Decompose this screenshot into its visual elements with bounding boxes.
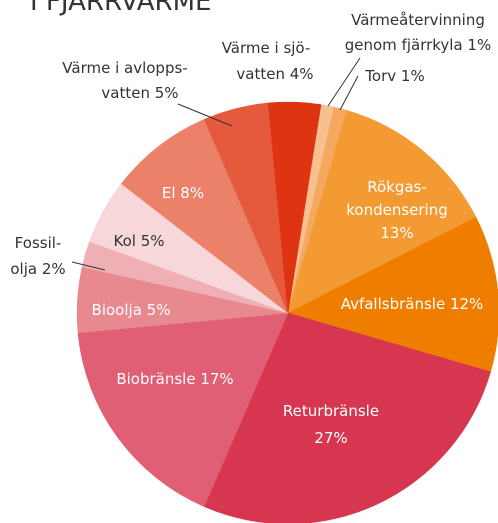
slice-label: 27%	[314, 429, 347, 447]
slice-label: Torv 1%	[364, 67, 424, 85]
pie-slice	[287, 216, 498, 373]
leader-line	[327, 57, 361, 107]
leader-line	[177, 103, 233, 127]
leader-line	[339, 75, 359, 111]
slice-label: Värme i sjö-	[222, 39, 311, 57]
slice-label: Kol 5%	[114, 232, 165, 250]
slice-label: Rökgas-	[367, 178, 427, 196]
slice-label: olja 2%	[10, 260, 65, 278]
chart-title: I FJÄRRVÄRME	[30, 0, 211, 17]
leader-line	[71, 261, 106, 271]
pie-slice	[120, 119, 289, 314]
slices	[76, 101, 498, 523]
pie-slice	[77, 312, 289, 507]
slice-label: Returbränsle	[283, 402, 379, 420]
leader-lines	[71, 57, 361, 271]
slice-label: genom fjärrkyla 1%	[345, 36, 491, 54]
slice-label: kondensering	[346, 201, 448, 219]
pie-slice	[267, 101, 322, 314]
slice-label: Värmeåtervinning	[351, 11, 485, 29]
slice-label: El 8%	[162, 184, 204, 202]
slice-label: vatten 4%	[236, 65, 313, 83]
pie-slice	[203, 312, 491, 523]
slice-label: Bioolja 5%	[92, 301, 171, 319]
slice-label: Biobränsle 17%	[116, 370, 233, 388]
slice-label: 13%	[380, 224, 413, 242]
slice-label: Avfallsbränsle 12%	[341, 295, 484, 313]
slice-label: Fossil-	[15, 234, 62, 252]
slice-label: vatten 5%	[101, 84, 178, 102]
slice-label: Värme i avlopps-	[62, 59, 187, 77]
pie-slice	[287, 110, 477, 314]
